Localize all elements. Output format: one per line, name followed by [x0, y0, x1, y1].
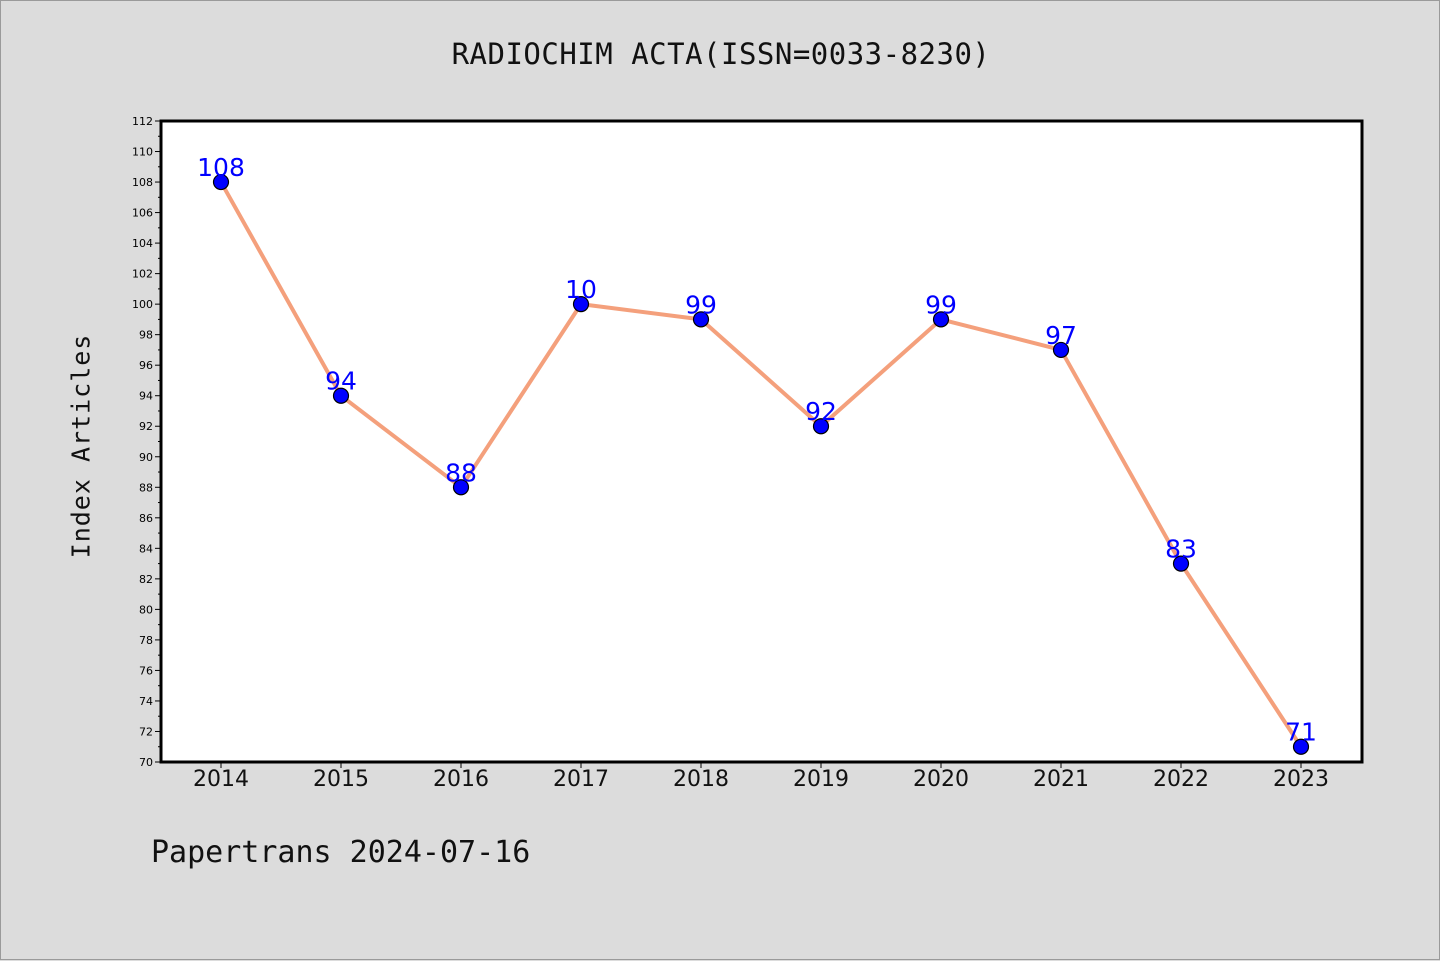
data-label: 10 — [565, 275, 597, 304]
y-tick-label: 90 — [139, 451, 153, 464]
y-tick-label: 108 — [132, 176, 153, 189]
plot-area — [161, 121, 1362, 762]
series-line — [219, 180, 1303, 749]
x-tick-label: 2021 — [1033, 767, 1089, 792]
x-tick-label: 2019 — [793, 767, 849, 792]
y-tick-label: 76 — [139, 664, 153, 677]
y-tick-label: 86 — [139, 512, 153, 525]
y-tick-label: 72 — [139, 725, 153, 738]
x-tick-label: 2018 — [673, 767, 729, 792]
y-tick-label: 104 — [132, 237, 153, 250]
y-tick-label: 92 — [139, 420, 153, 433]
x-tick-label: 2016 — [433, 767, 489, 792]
x-tick-label: 2023 — [1273, 767, 1329, 792]
data-label: 99 — [685, 290, 717, 319]
data-label: 92 — [805, 397, 837, 426]
x-tick-label: 2022 — [1153, 767, 1209, 792]
y-tick-label: 98 — [139, 329, 153, 342]
y-tick-label: 88 — [139, 481, 153, 494]
data-point — [452, 479, 470, 496]
y-tick-label: 110 — [132, 146, 153, 159]
chart-title: RADIOCHIM ACTA(ISSN=0033-8230) — [451, 37, 991, 71]
y-tick-label: 94 — [139, 390, 153, 403]
y-tick-label: 100 — [132, 298, 153, 311]
data-point — [1292, 738, 1310, 755]
x-tick-label: 2020 — [913, 767, 969, 792]
data-label: 99 — [925, 290, 957, 319]
y-tick-label: 70 — [139, 756, 153, 769]
data-point — [212, 173, 230, 191]
data-point — [932, 311, 950, 328]
x-tick-label: 2014 — [193, 767, 249, 792]
data-point — [692, 311, 710, 328]
data-label: 97 — [1045, 321, 1077, 350]
data-label: 71 — [1285, 718, 1317, 747]
data-label: 88 — [445, 458, 477, 487]
data-point — [332, 387, 350, 404]
x-tick-label: 2015 — [313, 767, 369, 792]
footer-note: Papertrans 2024-07-16 — [151, 835, 531, 870]
data-point — [812, 418, 830, 435]
data-point — [572, 296, 590, 313]
y-tick-label: 96 — [139, 359, 153, 372]
y-tick-label: 74 — [139, 695, 153, 708]
data-point — [1172, 555, 1190, 572]
y-tick-label: 106 — [132, 207, 153, 220]
data-label: 94 — [325, 367, 357, 396]
data-point — [1052, 341, 1070, 359]
y-tick-label: 112 — [132, 115, 153, 128]
y-tick-label: 102 — [132, 268, 153, 281]
x-tick-label: 2017 — [553, 767, 609, 792]
data-label: 108 — [197, 153, 245, 182]
data-label: 83 — [1165, 535, 1197, 564]
y-tick-label: 84 — [139, 542, 153, 555]
y-tick-label: 78 — [139, 634, 153, 647]
y-tick-label: 82 — [139, 573, 153, 586]
y-tick-label: 80 — [139, 603, 153, 616]
plot-frame — [159, 119, 1364, 764]
